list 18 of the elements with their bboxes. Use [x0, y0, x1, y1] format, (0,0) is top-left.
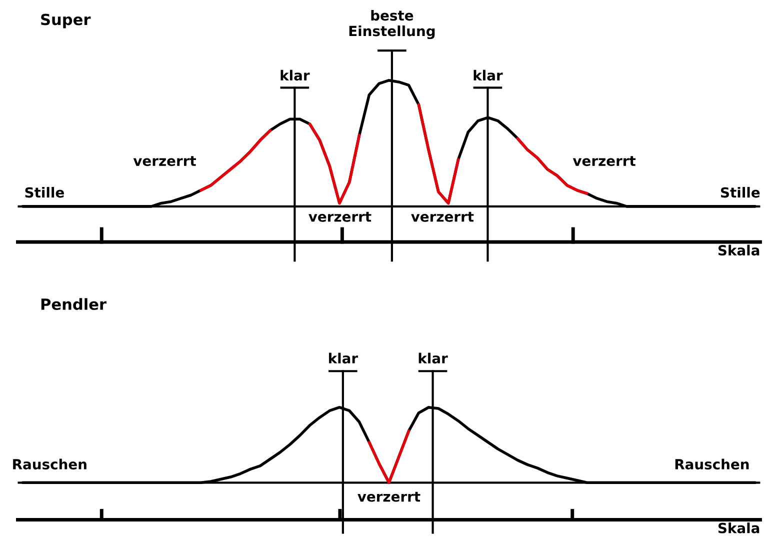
- chart-title: Super: [41, 14, 91, 28]
- annotation: Rauschen: [13, 458, 86, 470]
- annotation: klar: [474, 70, 503, 81]
- annotation: verzerrt: [308, 212, 372, 222]
- annotation: verzerrt: [133, 156, 196, 166]
- annotation: Stille: [25, 186, 64, 198]
- annotation: Rauschen: [675, 458, 749, 470]
- annotation: verzerrt: [358, 492, 420, 502]
- chart-title: Pendler: [41, 298, 106, 310]
- annotation: verzerrt: [411, 212, 474, 222]
- annotation: Stille: [720, 186, 760, 198]
- annotation: verzerrt: [572, 156, 636, 166]
- annotation: klar: [280, 70, 310, 81]
- x-axis-title: Skala: [718, 522, 760, 534]
- text: klar: [418, 352, 448, 364]
- text: beste Einstellung: [349, 10, 435, 40]
- text: klar: [328, 352, 358, 364]
- x-axis-title: Skala: [718, 244, 760, 256]
